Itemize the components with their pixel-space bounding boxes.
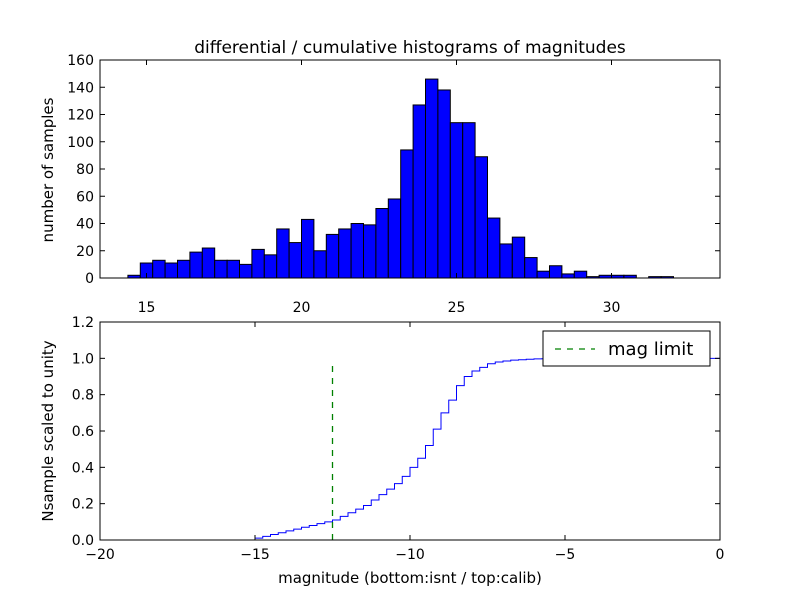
bottom-y-tick-label: 0.0 [72, 533, 94, 549]
top-y-tick-label: 100 [67, 135, 94, 151]
histogram-bar [375, 208, 389, 279]
top-y-tick-label: 0 [85, 271, 94, 287]
histogram-bar [561, 273, 575, 279]
top-x-tick-label: 25 [448, 300, 466, 316]
histogram-bar [325, 233, 340, 279]
bottom-x-tick-label: −15 [240, 547, 270, 563]
top-y-tick-label: 140 [67, 80, 94, 96]
histogram-bar [350, 223, 365, 279]
top-x-tick-label: 15 [138, 300, 156, 316]
top-x-tick-label: 30 [603, 300, 621, 316]
histogram-bar [412, 104, 427, 279]
histogram-bar [573, 270, 588, 279]
bottom-x-tick-label: 0 [716, 547, 725, 563]
histogram-bar [177, 259, 191, 279]
bottom-x-tick-label: −10 [395, 547, 425, 563]
differential-histogram-panel: differential / cumulative histograms of … [39, 38, 721, 316]
histogram-bar [499, 243, 513, 279]
histogram-bar [239, 263, 253, 279]
histogram-bar [338, 228, 352, 279]
top-plot-frame [99, 59, 721, 279]
histogram-bar [201, 247, 216, 279]
bottom-y-tick-label: 0.2 [72, 497, 94, 513]
cumulative-histogram-panel: Nsample scaled to unity magnitude (botto… [39, 315, 724, 587]
histogram-bar [536, 270, 550, 279]
histogram-bar [437, 89, 451, 279]
histogram-bar [449, 122, 464, 279]
histogram-bar [387, 198, 402, 279]
histogram-bar [363, 224, 377, 279]
bottom-x-axis-label: magnitude (bottom:isnt / top:calib) [278, 569, 542, 587]
bottom-y-axis-label: Nsample scaled to unity [39, 340, 57, 521]
histogram-bar [189, 251, 203, 279]
top-y-tick-label: 60 [76, 189, 94, 205]
bottom-y-tick-label: 0.4 [72, 460, 94, 476]
histogram-bar [164, 262, 179, 279]
bottom-x-tick-label: −5 [555, 547, 576, 563]
histogram-bar [214, 259, 228, 279]
legend: mag limit [542, 330, 711, 367]
cumulative-step-line [100, 357, 721, 541]
histogram-bar [251, 248, 265, 279]
histogram-bar [549, 265, 563, 279]
histogram-bar [263, 254, 278, 279]
chart-title: differential / cumulative histograms of … [194, 38, 626, 58]
bottom-y-tick-label: 0.6 [72, 424, 94, 440]
top-y-tick-label: 20 [76, 244, 94, 260]
top-y-tick-label: 80 [76, 162, 94, 178]
top-y-tick-label: 120 [67, 108, 94, 124]
histogram-bar [425, 78, 439, 279]
histogram-bar [313, 250, 327, 279]
bottom-y-tick-label: 0.8 [72, 388, 94, 404]
histogram-bar [400, 149, 414, 279]
legend-mag-limit-label: mag limit [608, 339, 693, 360]
histogram-bar [487, 217, 501, 279]
bottom-plot-frame [99, 321, 721, 541]
histogram-bar [288, 242, 303, 279]
histogram-bar [301, 218, 315, 279]
top-y-tick-label: 40 [76, 217, 94, 233]
histogram-bar [511, 236, 526, 279]
histogram-bar [524, 257, 538, 279]
histogram-bar [474, 156, 489, 279]
histogram-bar [152, 259, 166, 279]
histogram-bar [226, 259, 241, 279]
bottom-y-tick-label: 1.0 [72, 351, 94, 367]
histogram-bar [276, 228, 290, 279]
top-x-tick-label: 20 [293, 300, 311, 316]
bottom-y-tick-label: 1.2 [72, 315, 94, 331]
histogram-bar [462, 122, 476, 279]
bottom-x-tick-label: −20 [85, 547, 115, 563]
top-y-axis-label: number of samples [39, 97, 57, 242]
top-y-tick-label: 160 [67, 53, 94, 69]
